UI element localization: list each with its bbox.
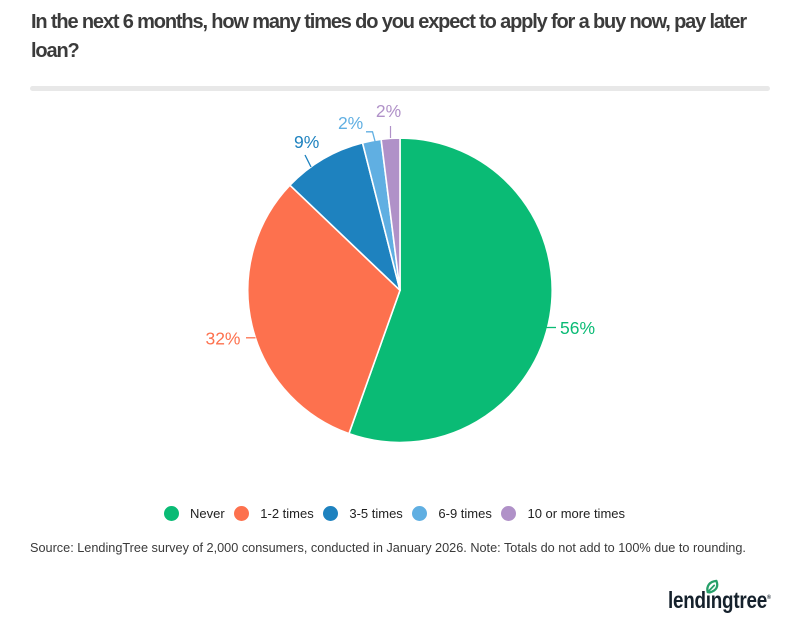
svg-text:56%: 56% xyxy=(560,318,595,338)
svg-text:2%: 2% xyxy=(376,101,401,121)
svg-text:2%: 2% xyxy=(338,113,363,133)
svg-text:32%: 32% xyxy=(205,329,240,349)
svg-text:9%: 9% xyxy=(294,132,319,152)
